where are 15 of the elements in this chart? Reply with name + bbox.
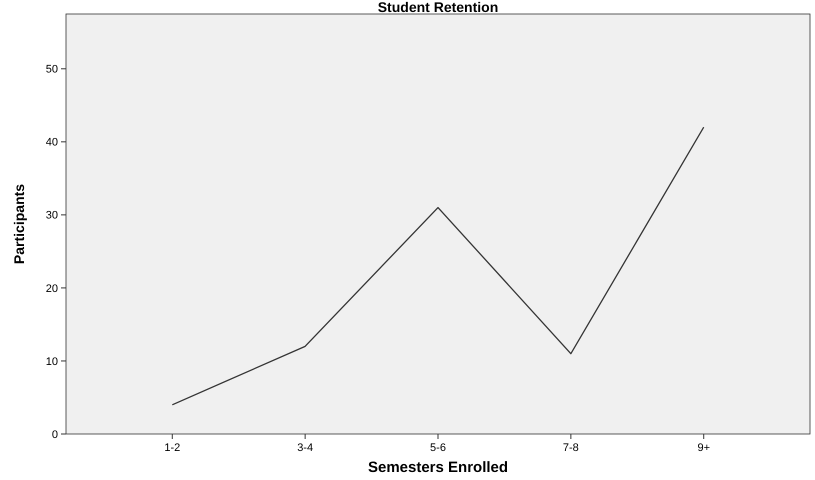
x-tick-label: 7-8 (562, 442, 579, 454)
y-tick-label: 40 (46, 136, 58, 149)
x-axis-title: Semesters Enrolled (368, 459, 508, 476)
y-axis-title: Participants (11, 184, 27, 264)
y-tick-label: 50 (46, 64, 58, 76)
line-series (172, 126, 704, 406)
x-tick-label: 9+ (697, 442, 710, 454)
y-tick-label: 10 (46, 356, 58, 368)
x-tick-label: 5-6 (430, 442, 446, 454)
x-tick-label: 1-2 (164, 442, 180, 454)
y-tick-label: 30 (46, 210, 58, 222)
x-tick-label: 3-4 (297, 442, 314, 454)
y-tick-label: 20 (46, 282, 58, 295)
y-tick-label: 0 (52, 428, 58, 441)
chart-title: Student Retention (378, 0, 498, 15)
